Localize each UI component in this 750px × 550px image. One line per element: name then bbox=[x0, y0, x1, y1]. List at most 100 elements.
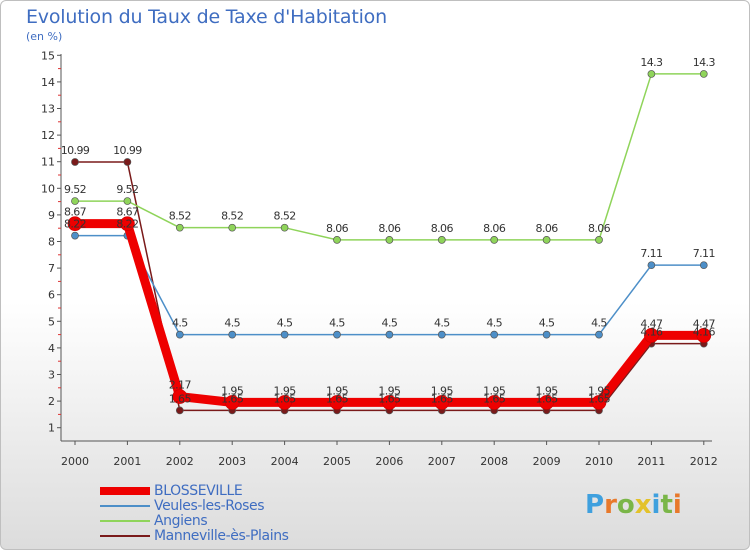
series-point bbox=[696, 328, 712, 343]
y-tick-label: 12 bbox=[41, 129, 55, 142]
data-label: 8.06 bbox=[431, 222, 454, 235]
logo-letter: x bbox=[634, 490, 652, 520]
data-label: 8.67 bbox=[116, 206, 139, 219]
series-point bbox=[539, 395, 554, 410]
data-label: 4.5 bbox=[382, 317, 398, 330]
y-tick-label: 5 bbox=[48, 315, 55, 328]
data-label: 8.06 bbox=[536, 222, 559, 235]
series-point bbox=[71, 158, 79, 166]
x-tick-label: 2004 bbox=[271, 455, 299, 468]
y-tick-label: 10 bbox=[41, 182, 55, 195]
y-tick-label: 14 bbox=[41, 76, 55, 89]
legend-swatch bbox=[100, 534, 150, 537]
data-label: 4.5 bbox=[277, 317, 293, 330]
data-label: 8.22 bbox=[64, 218, 86, 231]
series-point bbox=[333, 330, 341, 339]
series-point bbox=[644, 328, 659, 343]
x-tick-label: 2009 bbox=[533, 455, 561, 468]
data-label: 8.06 bbox=[483, 222, 506, 235]
legend-label: Angiens bbox=[154, 512, 208, 529]
chart-title: Evolution du Taux de Taxe d'Habitation bbox=[26, 6, 387, 28]
series-point bbox=[228, 223, 237, 232]
logo-letter: r bbox=[604, 490, 617, 520]
series-point bbox=[277, 395, 292, 410]
y-tick-label: 7 bbox=[48, 262, 55, 275]
logo-letter: t bbox=[660, 490, 673, 520]
series-point bbox=[71, 197, 79, 205]
data-label: 8.22 bbox=[116, 218, 138, 231]
data-label: 4.5 bbox=[591, 317, 607, 330]
data-label: 8.52 bbox=[169, 210, 191, 223]
data-label: 8.52 bbox=[221, 210, 243, 223]
data-label: 7.11 bbox=[640, 247, 662, 260]
x-tick-label: 2005 bbox=[323, 455, 351, 468]
y-tick-label: 9 bbox=[48, 209, 55, 222]
series-point bbox=[228, 330, 237, 339]
data-label: 1.95 bbox=[221, 384, 244, 397]
legend-item: Veules-les-Roses bbox=[100, 498, 289, 514]
series-point bbox=[382, 395, 397, 410]
series-point bbox=[280, 223, 289, 232]
x-tick-label: 2006 bbox=[375, 455, 403, 468]
data-label: 4.5 bbox=[486, 317, 502, 330]
data-label: 9.52 bbox=[64, 183, 86, 196]
series-point bbox=[71, 231, 79, 240]
data-label: 1.65 bbox=[326, 392, 349, 405]
x-tick-label: 2000 bbox=[61, 455, 89, 468]
legend-swatch bbox=[100, 519, 150, 522]
series-point bbox=[591, 395, 607, 410]
data-label: 8.67 bbox=[64, 206, 87, 219]
legend-swatch bbox=[100, 504, 150, 507]
y-tick-label: 2 bbox=[48, 395, 55, 408]
data-label: 1.65 bbox=[378, 392, 401, 405]
data-label: 8.52 bbox=[274, 210, 296, 223]
x-tick-label: 2011 bbox=[637, 455, 665, 468]
series-line bbox=[75, 219, 704, 407]
proxiti-logo: Proxiti bbox=[585, 490, 682, 520]
data-label: 1.95 bbox=[588, 384, 611, 397]
data-label: 7.11 bbox=[693, 247, 715, 260]
series-point bbox=[123, 158, 132, 166]
y-tick-label: 6 bbox=[48, 289, 55, 302]
series-point bbox=[434, 395, 450, 410]
series-point bbox=[437, 236, 446, 244]
data-label: 8.06 bbox=[326, 222, 349, 235]
data-label: 8.06 bbox=[378, 222, 401, 235]
x-tick-label: 2001 bbox=[113, 455, 141, 468]
series-point bbox=[224, 395, 240, 410]
legend-item: Angiens bbox=[100, 512, 289, 529]
data-label: 10.99 bbox=[113, 144, 142, 157]
legend-label: Manneville-ès-Plains bbox=[154, 527, 289, 544]
data-label: 4.47 bbox=[640, 317, 663, 330]
y-tick-label: 15 bbox=[41, 49, 55, 62]
data-label: 4.5 bbox=[434, 317, 450, 330]
chart-legend: BLOSSEVILLE Veules-les-Roses Angiens Mannev… bbox=[100, 483, 289, 544]
logo-letter: i bbox=[672, 490, 682, 520]
data-label: 4.5 bbox=[224, 317, 240, 330]
x-tick-label: 2008 bbox=[480, 455, 508, 468]
series-point bbox=[699, 70, 708, 78]
data-label: 4.5 bbox=[329, 317, 345, 330]
series-point bbox=[120, 216, 135, 232]
x-tick-label: 2012 bbox=[690, 455, 718, 468]
data-label: 14.3 bbox=[640, 56, 663, 69]
data-label: 1.65 bbox=[536, 392, 559, 405]
series-point bbox=[490, 330, 499, 339]
x-tick-label: 2007 bbox=[428, 455, 456, 468]
data-label: 1.95 bbox=[536, 384, 559, 397]
data-label: 1.95 bbox=[378, 384, 401, 397]
data-label: 14.3 bbox=[693, 56, 716, 69]
y-tick-label: 3 bbox=[48, 369, 55, 382]
data-label: 1.65 bbox=[169, 392, 192, 405]
data-label: 1.65 bbox=[221, 392, 244, 405]
y-tick-label: 13 bbox=[41, 103, 55, 116]
data-label: 1.65 bbox=[431, 392, 454, 405]
series-point bbox=[490, 236, 499, 244]
data-label: 4.47 bbox=[693, 317, 716, 330]
logo-letter: o bbox=[616, 490, 635, 520]
x-tick-label: 2002 bbox=[166, 455, 194, 468]
series-point bbox=[699, 261, 708, 270]
data-label: 9.52 bbox=[116, 183, 138, 196]
y-tick-label: 11 bbox=[41, 156, 55, 169]
